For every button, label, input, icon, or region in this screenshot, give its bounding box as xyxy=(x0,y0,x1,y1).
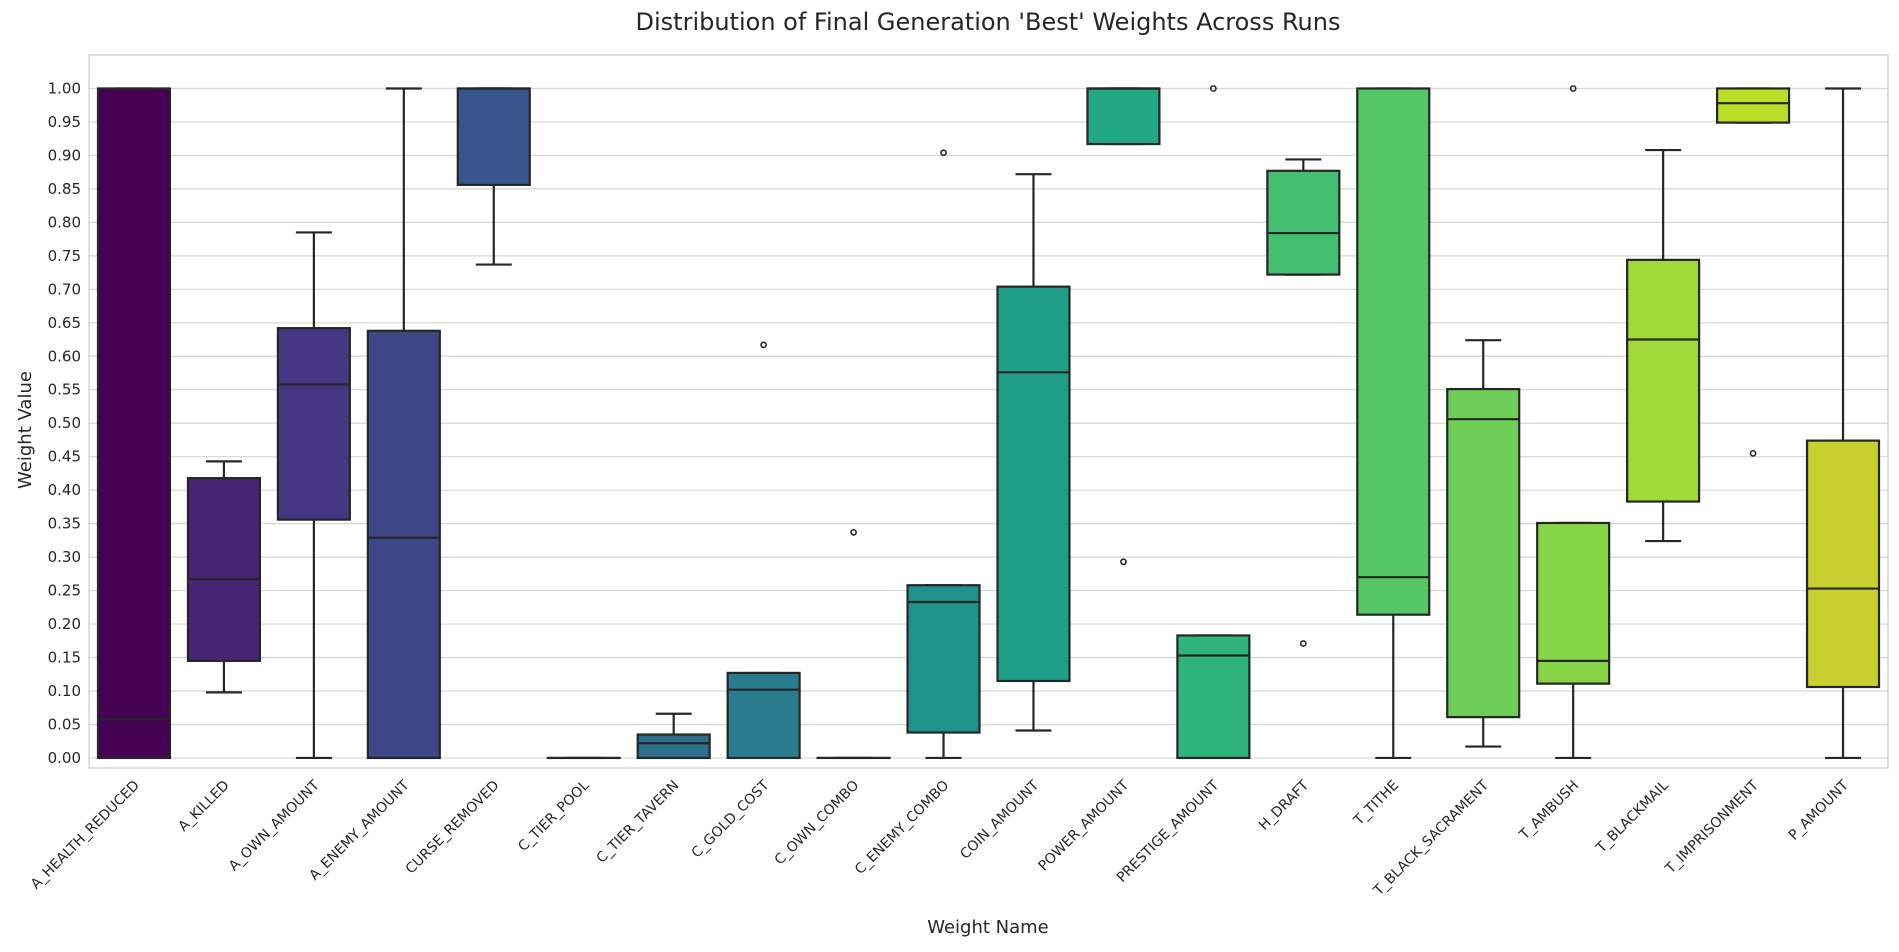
box xyxy=(1717,88,1789,122)
y-tick-label: 0.50 xyxy=(48,414,81,432)
y-tick-label: 0.80 xyxy=(48,213,81,231)
y-tick-label: 0.65 xyxy=(48,314,81,332)
y-tick-label: 0.20 xyxy=(48,615,81,633)
box xyxy=(1087,88,1159,144)
y-tick-label: 0.60 xyxy=(48,347,81,365)
y-tick-label: 0.55 xyxy=(48,381,81,399)
box xyxy=(278,328,350,519)
y-tick-label: 0.00 xyxy=(48,749,81,767)
box-group xyxy=(98,88,170,757)
box xyxy=(1627,260,1699,502)
y-tick-label: 0.70 xyxy=(48,280,81,298)
y-tick-label: 0.25 xyxy=(48,582,81,600)
y-tick-label: 0.10 xyxy=(48,682,81,700)
y-tick-label: 0.45 xyxy=(48,448,81,466)
box xyxy=(1357,88,1429,614)
y-axis-label: Weight Value xyxy=(15,371,36,489)
box xyxy=(728,673,800,758)
box xyxy=(1177,635,1249,758)
x-axis-label: Weight Name xyxy=(927,917,1049,938)
grid-lines xyxy=(89,88,1888,757)
chart-title: Distribution of Final Generation 'Best' … xyxy=(636,8,1341,36)
y-tick-label: 0.35 xyxy=(48,515,81,533)
box-group xyxy=(1447,340,1519,746)
y-tick-label: 1.00 xyxy=(48,79,81,97)
y-tick-label: 0.40 xyxy=(48,481,81,499)
box-group xyxy=(188,461,260,692)
y-tick-label: 0.85 xyxy=(48,180,81,198)
box xyxy=(1537,523,1609,684)
box xyxy=(368,331,440,758)
box xyxy=(908,585,980,732)
box xyxy=(997,287,1069,681)
y-tick-label: 0.75 xyxy=(48,247,81,265)
box xyxy=(188,478,260,661)
y-tick-label: 0.90 xyxy=(48,146,81,164)
y-tick-label: 0.15 xyxy=(48,649,81,667)
box xyxy=(1267,171,1339,275)
y-tick-label: 0.95 xyxy=(48,113,81,131)
y-tick-label: 0.30 xyxy=(48,548,81,566)
y-tick-label: 0.05 xyxy=(48,715,81,733)
box xyxy=(638,735,710,758)
box xyxy=(98,88,170,757)
box xyxy=(1807,441,1879,687)
y-axis-ticks: 0.00 0.05 0.10 0.15 0.20 0.25 0.30 0.35 0.40 0.45… xyxy=(48,79,81,766)
box xyxy=(458,88,530,184)
box xyxy=(1447,389,1519,717)
